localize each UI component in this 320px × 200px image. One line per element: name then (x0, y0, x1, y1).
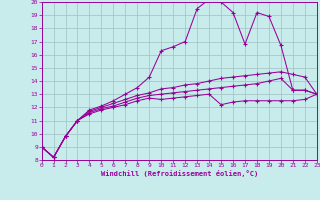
X-axis label: Windchill (Refroidissement éolien,°C): Windchill (Refroidissement éolien,°C) (100, 170, 258, 177)
